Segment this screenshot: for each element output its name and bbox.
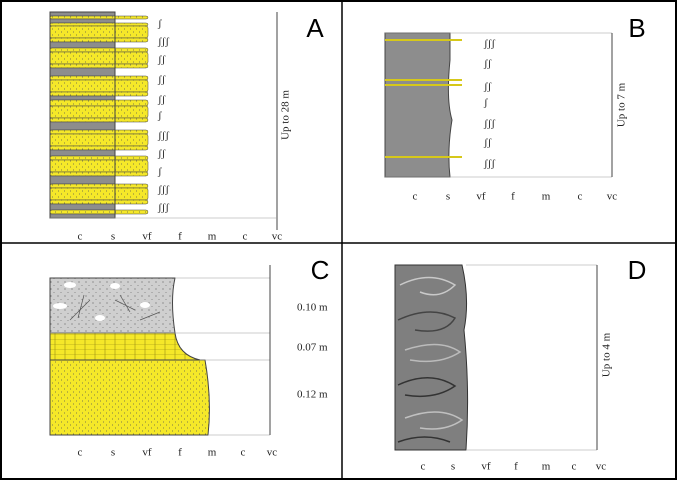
- grain-size-label: m: [208, 447, 217, 459]
- grain-size-label: f: [514, 461, 518, 473]
- svg-text:ʃʃʃ: ʃʃʃ: [483, 38, 495, 50]
- bed-mud: [50, 176, 115, 184]
- panel-label: A: [306, 13, 324, 43]
- bed-sand: [50, 160, 148, 172]
- grain-size-label: vf: [481, 461, 491, 473]
- symbol: ʃ: [157, 166, 162, 178]
- log-column: [395, 265, 468, 450]
- symbol: ʃʃʃ: [157, 184, 169, 196]
- symbol: ʃʃʃ: [157, 36, 169, 48]
- grain-size-label: c: [578, 191, 583, 203]
- svg-text:ʃʃʃ: ʃʃʃ: [483, 158, 495, 170]
- grain-size-label: f: [178, 231, 182, 243]
- bed-mud: [50, 96, 115, 100]
- log-column: [385, 33, 452, 177]
- bed-sand: [50, 16, 148, 19]
- bed-mud: [50, 122, 115, 130]
- bed-mud: [50, 68, 115, 76]
- scale-label: Up to 4 m: [601, 332, 613, 377]
- symbol: ʃʃ: [157, 74, 166, 86]
- bed-sand: [50, 48, 148, 52]
- scale-label: Up to 28 m: [280, 90, 292, 140]
- panel-label: D: [628, 255, 647, 285]
- bed-sand: [50, 184, 148, 188]
- grain-size-label: c: [78, 231, 83, 243]
- bed-sand: [50, 134, 148, 146]
- bed-sand: [50, 64, 148, 68]
- bed-sand: [50, 210, 148, 214]
- grain-size-label: s: [446, 191, 450, 203]
- grain-size-label: c: [421, 461, 426, 473]
- bed-mud: [50, 214, 115, 218]
- bed-mud: [50, 150, 115, 156]
- grain-size-label: s: [111, 231, 115, 243]
- bed-sand: [50, 188, 148, 200]
- bed-sand: [50, 146, 148, 150]
- grain-size-label: s: [451, 461, 455, 473]
- bed-mud: [50, 12, 115, 16]
- grain-size-label: vc: [272, 231, 283, 243]
- grain-size-label: m: [542, 191, 551, 203]
- bed-sand: [50, 23, 148, 26]
- svg-text:ʃʃ: ʃʃ: [483, 58, 492, 70]
- svg-text:ʃʃʃ: ʃʃʃ: [483, 118, 495, 130]
- scale-label: 0.07 m: [297, 342, 328, 354]
- grain-size-label: vc: [607, 191, 618, 203]
- symbol: ʃʃ: [157, 54, 166, 66]
- bed-mud: [50, 42, 115, 48]
- bed-sand: [50, 80, 148, 92]
- figure: ʃʃʃʃʃʃʃʃʃʃʃʃʃʃʃʃʃʃʃʃʃʃʃ ʃʃʃʃʃʃʃʃ ʃʃʃʃʃʃʃ…: [0, 0, 677, 480]
- bed-sand: [50, 360, 209, 435]
- grain-size-label: vc: [596, 461, 607, 473]
- panel-label: B: [628, 13, 645, 43]
- bed-sand: [50, 52, 148, 64]
- grain-size-label: vf: [476, 191, 486, 203]
- grain-size-label: vf: [142, 231, 152, 243]
- bed-sand: [50, 118, 148, 122]
- diagram: ʃʃʃʃʃʃʃʃʃʃʃʃʃʃʃʃʃʃʃʃʃʃʃ ʃʃʃʃʃʃʃʃ ʃʃʃʃʃʃʃ…: [0, 0, 677, 480]
- grain-size-label: f: [178, 447, 182, 459]
- bed-sand: [50, 38, 148, 42]
- svg-text:ʃʃ: ʃʃ: [483, 81, 492, 93]
- grain-size-label: vc: [267, 447, 278, 459]
- bed-sand: [50, 100, 148, 106]
- symbol: ʃʃʃ: [157, 202, 169, 214]
- grain-size-label: c: [243, 231, 248, 243]
- grain-size-label: c: [241, 447, 246, 459]
- bed-mud: [50, 204, 115, 210]
- bed-sand: [50, 92, 148, 96]
- symbol: ʃʃʃ: [157, 130, 169, 142]
- bed-sand: [50, 156, 148, 160]
- symbol: ʃʃ: [157, 94, 166, 106]
- scale-label: 0.12 m: [297, 389, 328, 401]
- svg-text:ʃ: ʃ: [483, 97, 488, 109]
- bed-sand: [50, 106, 148, 118]
- bed-sand: [50, 26, 148, 38]
- grain-size-label: m: [542, 461, 551, 473]
- grain-size-label: c: [78, 447, 83, 459]
- grain-size-label: s: [111, 447, 115, 459]
- scale-label: Up to 7 m: [616, 82, 628, 127]
- grain-size-label: vf: [142, 447, 152, 459]
- grain-size-label: c: [572, 461, 577, 473]
- bed-sand: [50, 172, 148, 176]
- scale-label: 0.10 m: [297, 302, 328, 314]
- bed-sand: [50, 76, 148, 80]
- symbol: ʃ: [157, 110, 162, 122]
- grain-size-label: f: [511, 191, 515, 203]
- grain-size-label: c: [413, 191, 418, 203]
- grain-size-label: m: [208, 231, 217, 243]
- svg-text:ʃʃ: ʃʃ: [483, 137, 492, 149]
- bed-mud: [50, 19, 115, 23]
- bed-laminated: [50, 333, 200, 360]
- panel-label: C: [311, 255, 330, 285]
- bed-sand: [50, 200, 148, 204]
- bed-sand: [50, 130, 148, 134]
- symbol: ʃʃ: [157, 148, 166, 160]
- symbol: ʃ: [157, 18, 162, 30]
